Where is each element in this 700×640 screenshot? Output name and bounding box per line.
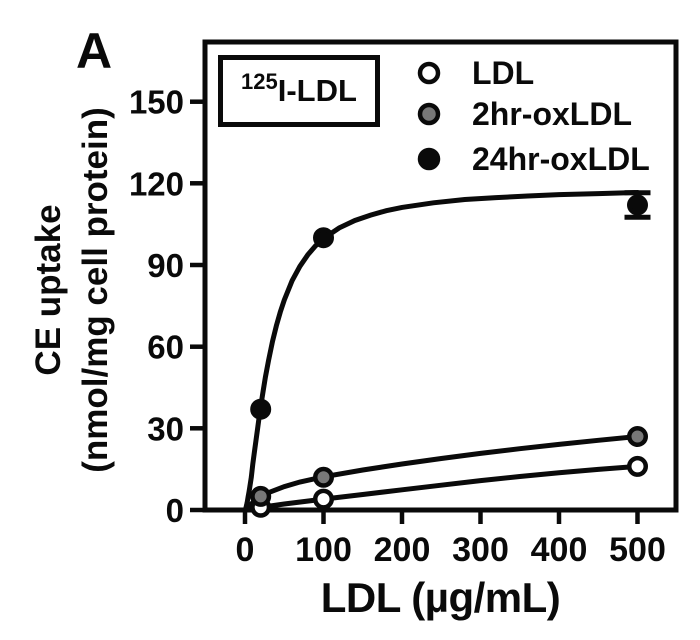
legend-marker-2hr-oxldl-icon xyxy=(417,102,441,126)
x-tick-300: 300 xyxy=(452,531,509,569)
legend: LDL 2hr-oxLDL 24hr-oxLDL xyxy=(417,55,650,177)
y-tick-30: 30 xyxy=(147,410,184,447)
legend-marker-ldl-icon xyxy=(417,61,441,85)
x-tick-marks xyxy=(242,510,640,524)
legend-label-24hr-oxldl: 24hr-oxLDL xyxy=(472,141,650,177)
x-axis-label: LDL (µg/mL) xyxy=(320,574,561,621)
fit-curve-LDL xyxy=(242,463,640,513)
panel-label: A xyxy=(76,23,113,79)
x-tick-500: 500 xyxy=(609,531,666,569)
x-tick-200: 200 xyxy=(374,531,431,569)
fit-curves-layer xyxy=(242,190,640,513)
data-point-2hr-oxLDL-500 xyxy=(627,426,648,447)
isotope-annotation-box: 125 I-LDL xyxy=(218,55,380,127)
data-point-LDL-100 xyxy=(313,488,334,510)
plot-frame xyxy=(202,39,679,513)
data-point-24hr-oxLDL-20 xyxy=(250,398,272,420)
y-tick-marks xyxy=(190,99,205,513)
isotope-superscript: 125 xyxy=(241,69,278,94)
x-tick-400: 400 xyxy=(531,531,588,569)
data-point-2hr-oxLDL-100 xyxy=(313,466,334,488)
x-tick-0: 0 xyxy=(236,531,255,569)
data-points-layer xyxy=(250,190,651,518)
y-tick-60: 60 xyxy=(147,329,184,366)
isotope-label: I-LDL xyxy=(277,73,357,108)
data-point-2hr-oxLDL-20 xyxy=(250,485,272,507)
legend-label-ldl: LDL xyxy=(472,55,534,91)
fit-curve-24hr-oxLDL xyxy=(243,190,640,511)
legend-label-2hr-oxldl: 2hr-oxLDL xyxy=(472,96,632,132)
y-tick-120: 120 xyxy=(129,165,184,202)
legend-marker-24hr-oxldl-icon xyxy=(417,147,441,171)
data-point-24hr-oxLDL-100 xyxy=(313,227,334,249)
y-tick-0: 0 xyxy=(166,492,184,529)
x-tick-100: 100 xyxy=(295,531,352,569)
y-tick-150: 150 xyxy=(129,84,184,121)
data-point-LDL-500 xyxy=(627,455,648,477)
data-point-24hr-oxLDL-500 xyxy=(627,194,648,216)
y-tick-90: 90 xyxy=(147,247,184,284)
